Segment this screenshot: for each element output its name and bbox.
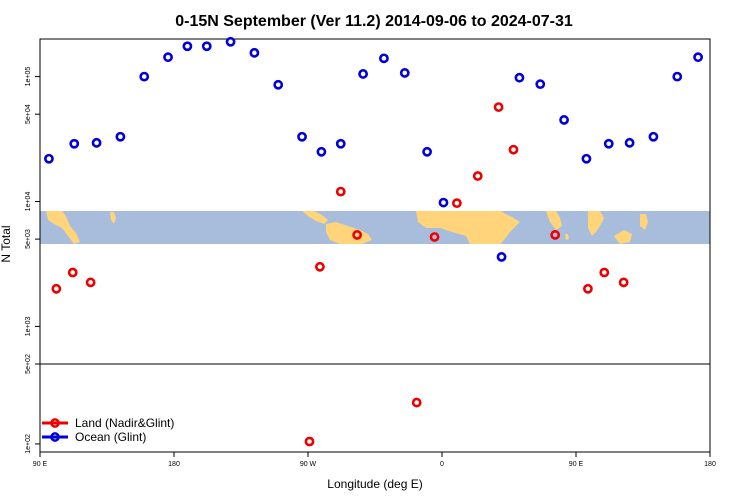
ocean-point xyxy=(69,138,80,149)
y-tick-label: 1e+05 xyxy=(25,67,32,87)
x-tick-label: 90 E xyxy=(33,461,48,468)
land-borneo xyxy=(614,230,632,244)
legend-item-ocean: Ocean (Glint) xyxy=(42,430,146,444)
ocean-point xyxy=(422,146,433,157)
ocean-point xyxy=(201,41,212,52)
land-central-america xyxy=(302,211,328,224)
data-points xyxy=(44,36,703,447)
land-point xyxy=(550,230,561,240)
y-tick-label: 5e+04 xyxy=(25,104,32,124)
ocean-point xyxy=(648,131,659,142)
land-africa xyxy=(416,211,520,244)
land-point xyxy=(67,267,78,278)
land-point xyxy=(335,186,346,197)
y-tick-label: 5e+02 xyxy=(25,354,32,374)
legend-marker-ocean xyxy=(50,432,60,442)
ocean-point xyxy=(115,131,126,142)
y-tick-label: 5e+03 xyxy=(25,229,32,249)
land-point xyxy=(618,277,629,288)
land-point xyxy=(508,144,519,155)
ocean-band xyxy=(40,211,710,244)
plot-frame xyxy=(39,38,711,453)
x-tick-label: 90 E xyxy=(569,461,584,468)
legend-label-land: Land (Nadir&Glint) xyxy=(75,416,174,430)
ocean-point xyxy=(624,137,635,148)
ocean-point xyxy=(44,153,54,164)
legend-label-ocean: Ocean (Glint) xyxy=(75,430,146,444)
land-south-america xyxy=(326,222,372,244)
x-tick-label: 0 xyxy=(440,461,444,468)
ocean-point xyxy=(163,52,173,63)
ocean-point xyxy=(693,52,703,63)
map-band xyxy=(40,211,710,244)
x-tick-label: 90 W xyxy=(300,461,317,468)
land-sri-lanka xyxy=(565,234,569,240)
land-point xyxy=(51,283,62,294)
land-point xyxy=(451,198,462,209)
ocean-point xyxy=(139,71,150,82)
ocean-point xyxy=(399,68,410,78)
land-point xyxy=(315,261,325,272)
x-axis: 90 E 180 90 W 0 90 E 180 xyxy=(33,452,716,468)
ocean-point xyxy=(316,146,327,157)
ocean-point xyxy=(182,41,193,52)
land-point xyxy=(304,436,315,447)
ocean-point xyxy=(249,47,260,58)
y-axis-upper: 1e+05 5e+04 1e+04 5e+03 1e+03 xyxy=(25,67,40,336)
land-point xyxy=(493,102,504,112)
x-axis-label: Longitude (deg E) xyxy=(327,477,422,491)
ocean-point xyxy=(559,115,569,125)
lower-panel-border xyxy=(39,363,711,453)
land-point xyxy=(599,267,610,278)
land-indochina xyxy=(588,211,604,236)
ocean-point xyxy=(581,153,592,164)
y-tick-label: 1e+03 xyxy=(25,316,32,336)
ocean-point xyxy=(603,138,614,149)
ocean-point xyxy=(273,79,284,90)
chart-title: 0-15N September (Ver 11.2) 2014-09-06 to… xyxy=(175,13,573,30)
land-point xyxy=(583,283,593,294)
upper-panel-border xyxy=(39,38,711,365)
x-tick-label: 180 xyxy=(168,461,180,468)
y-axis-label: N Total xyxy=(0,225,13,262)
land-point xyxy=(411,397,422,408)
ocean-point xyxy=(225,36,236,47)
ocean-point xyxy=(379,53,389,64)
ocean-point xyxy=(496,252,507,262)
land-philippines-east xyxy=(640,214,648,230)
land-point xyxy=(85,277,96,288)
ocean-point xyxy=(514,72,525,83)
land-point xyxy=(429,232,440,242)
legend: Land (Nadir&Glint) Ocean (Glint) xyxy=(42,416,174,444)
legend-item-land: Land (Nadir&Glint) xyxy=(42,416,174,430)
legend-marker-land xyxy=(50,418,60,428)
land-point xyxy=(352,230,363,240)
land-southeast-asia xyxy=(46,211,80,244)
y-tick-label: 1e+02 xyxy=(25,434,32,454)
ocean-point xyxy=(672,71,683,82)
ocean-point xyxy=(297,131,307,142)
x-tick-label: 180 xyxy=(704,461,716,468)
ocean-point xyxy=(91,137,102,148)
land-india xyxy=(546,211,562,230)
land-philippines xyxy=(110,212,116,224)
ocean-point xyxy=(438,197,449,208)
ocean-point xyxy=(535,79,546,90)
y-axis-lower: 5e+02 1e+02 xyxy=(25,354,40,454)
ocean-point xyxy=(335,138,346,149)
ocean-point xyxy=(358,69,368,79)
land-point xyxy=(472,171,483,181)
y-tick-label: 1e+04 xyxy=(25,192,32,212)
